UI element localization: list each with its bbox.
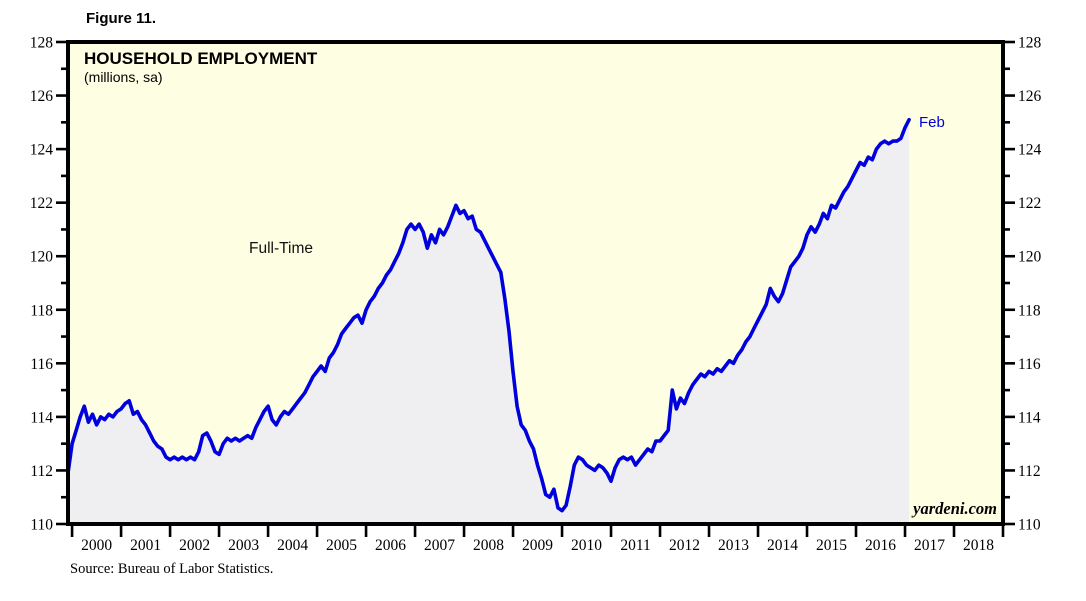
axis-tick-label: 2007 <box>424 537 455 554</box>
axis-tick-label: 2017 <box>914 537 945 554</box>
axis-tick-label: 2012 <box>669 537 700 554</box>
axis-tick-label: 112 <box>30 463 53 480</box>
axis-tick-label: 120 <box>1018 249 1042 266</box>
axis-tick-label: 114 <box>1018 409 1041 426</box>
axis-tick-label: 2015 <box>816 537 847 554</box>
axis-tick-label: 126 <box>1018 88 1042 105</box>
axis-tick-label: 124 <box>1018 142 1042 159</box>
axis-tick-label: 2010 <box>571 537 602 554</box>
chart-subtitle: (millions, sa) <box>84 69 163 85</box>
axis-tick-label: 116 <box>30 356 53 373</box>
axis-tick-label: 2005 <box>326 537 357 554</box>
figure-number-label: Figure 11. <box>86 10 157 27</box>
plot-frame-border <box>66 40 1005 526</box>
axis-tick-label: 2008 <box>473 537 504 554</box>
axis-tick-label: 2009 <box>522 537 553 554</box>
axis-tick-label: 110 <box>1018 517 1041 534</box>
source-note: Source: Bureau of Labor Statistics. <box>70 561 274 577</box>
axis-tick-label: 2013 <box>718 537 749 554</box>
axis-tick-label: 112 <box>1018 463 1041 480</box>
axis-tick-label: 2003 <box>228 537 259 554</box>
axis-tick-label: 2000 <box>81 537 112 554</box>
axis-tick-label: 2018 <box>963 537 994 554</box>
axis-tick-label: 126 <box>30 88 54 105</box>
watermark: yardeni.com <box>911 499 997 518</box>
axis-tick-label: 122 <box>1018 195 1041 212</box>
axis-tick-label: 114 <box>30 409 53 426</box>
axis-tick-label: 2014 <box>767 537 798 554</box>
axis-tick-label: 2006 <box>375 537 406 554</box>
full-time-employment-line <box>66 117 911 513</box>
axis-tick-label: 118 <box>1018 302 1041 319</box>
axis-tick-label: 2016 <box>865 537 896 554</box>
axis-tick-label: 110 <box>30 517 53 534</box>
axis-tick-label: 2004 <box>277 537 308 554</box>
series-label: Full-Time <box>249 240 313 257</box>
axis-ticks <box>56 40 1015 537</box>
axis-tick-label: 124 <box>30 142 54 159</box>
axis-tick-label: 128 <box>1018 35 1042 52</box>
last-point-label: Feb <box>919 114 945 131</box>
axis-tick-labels: 110 110 112 112 114 114 116 116 118 118 120 120 122 1… <box>30 35 1042 555</box>
chart-title: HOUSEHOLD EMPLOYMENT <box>84 49 318 68</box>
axis-tick-label: 122 <box>30 195 53 212</box>
axis-tick-label: 120 <box>30 249 54 266</box>
axis-tick-label: 2011 <box>620 537 650 554</box>
axis-tick-label: 2001 <box>130 537 161 554</box>
axis-tick-label: 128 <box>30 35 54 52</box>
axis-tick-label: 116 <box>1018 356 1041 373</box>
axis-tick-label: 118 <box>30 302 53 319</box>
axis-tick-label: 2002 <box>179 537 210 554</box>
